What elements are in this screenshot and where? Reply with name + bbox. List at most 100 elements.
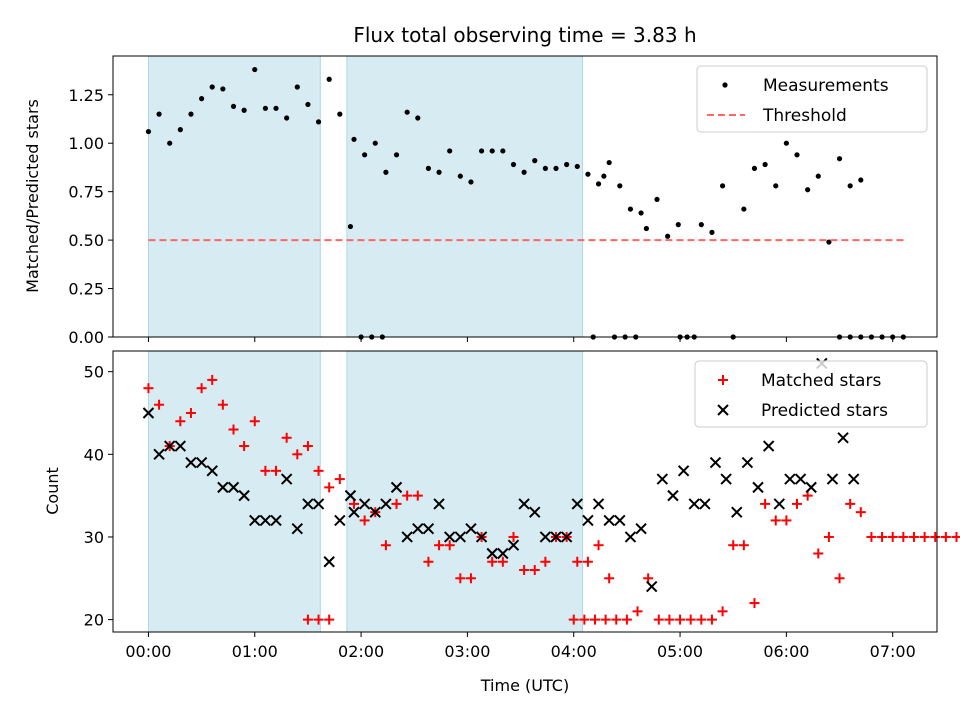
- predicted-point: [259, 514, 272, 527]
- matched-point: [653, 614, 664, 625]
- matched-point: [582, 556, 593, 567]
- matched-point: [412, 490, 423, 501]
- predicted-point: [645, 580, 658, 593]
- measurement-point: [177, 127, 183, 133]
- measurement-point: [783, 140, 789, 146]
- measurement-point: [643, 225, 649, 232]
- measurement-point: [595, 181, 602, 187]
- matched-point: [738, 540, 749, 551]
- measurement-point: [585, 171, 591, 177]
- measurement-point: [826, 239, 832, 245]
- measurement-point: [337, 111, 343, 117]
- observing-window-1: [147, 55, 321, 338]
- measurement-point: [284, 115, 290, 121]
- legend-label: Threshold: [762, 106, 847, 126]
- predicted-point: [518, 498, 530, 510]
- matched-point: [834, 573, 845, 584]
- predicted-point: [560, 531, 573, 543]
- matched-point: [260, 465, 271, 476]
- axes-frame: [112, 350, 938, 633]
- measurement-point: [252, 66, 258, 73]
- measurement-point: [262, 105, 268, 111]
- matched-point: [228, 424, 239, 435]
- predicted-point: [227, 481, 240, 494]
- measurement-point: [564, 161, 570, 168]
- predicted-point: [433, 498, 445, 510]
- predicted-point: [731, 506, 743, 518]
- measurement-point: [617, 183, 623, 189]
- measurement-point: [425, 165, 432, 171]
- matched-point: [519, 565, 530, 576]
- bottom-xlabel: Time (UTC): [480, 676, 569, 695]
- x-tick-label: 02:00: [338, 642, 384, 661]
- matched-point: [380, 540, 391, 551]
- measurement-point: [220, 86, 226, 92]
- legend-box: [694, 360, 928, 428]
- predicted-point: [344, 489, 357, 502]
- predicted-point: [142, 407, 155, 419]
- bottom-ylabel: Count: [43, 467, 62, 515]
- measurement-point: [638, 210, 644, 216]
- y-tick-label: 40: [84, 445, 104, 464]
- series-measurements: [145, 66, 906, 340]
- measurement-point: [601, 173, 607, 179]
- measurement-point: [383, 169, 389, 175]
- chart-title: Flux total observing time = 3.83 h: [353, 23, 696, 47]
- measurement-point: [858, 177, 864, 183]
- matched-point: [604, 573, 615, 584]
- predicted-point: [752, 481, 764, 494]
- measurement-point: [393, 152, 400, 158]
- matched-point: [434, 540, 445, 551]
- matched-point: [579, 614, 590, 625]
- matched-point: [154, 399, 165, 410]
- matched-point: [728, 540, 739, 551]
- matched-point: [919, 531, 930, 542]
- matched-point: [465, 573, 476, 584]
- measurement-point: [305, 101, 311, 108]
- predicted-point: [507, 539, 520, 551]
- matched-point: [908, 531, 919, 542]
- matched-point: [572, 556, 583, 567]
- matched-point: [792, 498, 803, 509]
- observing-window-2: [346, 55, 584, 338]
- matched-point: [600, 614, 611, 625]
- matched-point: [760, 498, 771, 509]
- y-tick-label: 50: [84, 363, 104, 382]
- matched-point: [423, 556, 434, 567]
- legend: Matched stars Predicted stars: [694, 360, 928, 428]
- matched-point: [866, 531, 877, 542]
- matched-point: [281, 432, 292, 443]
- predicted-point: [688, 498, 700, 510]
- y-tick-label: 0.50: [68, 231, 104, 250]
- predicted-point: [837, 432, 849, 444]
- predicted-point: [302, 498, 314, 510]
- legend: Measurements Threshold: [696, 65, 928, 133]
- predicted-point: [762, 440, 775, 452]
- y-tick-label: 0.25: [68, 280, 104, 299]
- matched-point: [175, 416, 186, 427]
- matched-point: [706, 614, 717, 625]
- legend-box: [696, 65, 928, 133]
- predicted-point: [412, 522, 424, 535]
- matched-point: [877, 531, 888, 542]
- measurement-point: [836, 156, 843, 162]
- measurement-point: [574, 163, 580, 170]
- matched-point: [324, 482, 335, 493]
- measurement-point: [230, 103, 237, 109]
- predicted-point: [741, 456, 754, 469]
- matched-point: [632, 606, 643, 617]
- predicted-point: [334, 514, 346, 527]
- measurement-point: [719, 183, 726, 189]
- matched-point: [611, 614, 622, 625]
- predicted-point: [206, 465, 218, 477]
- predicted-point: [709, 456, 722, 469]
- predicted-point: [249, 514, 261, 527]
- predicted-point: [291, 522, 303, 535]
- top-ylabel: Matched/Predicted stars: [23, 99, 42, 293]
- matched-point: [675, 614, 686, 625]
- predicted-point: [153, 448, 165, 461]
- matched-point: [621, 614, 632, 625]
- measurement-point: [606, 159, 612, 166]
- y-tick-label: 1.00: [68, 134, 104, 153]
